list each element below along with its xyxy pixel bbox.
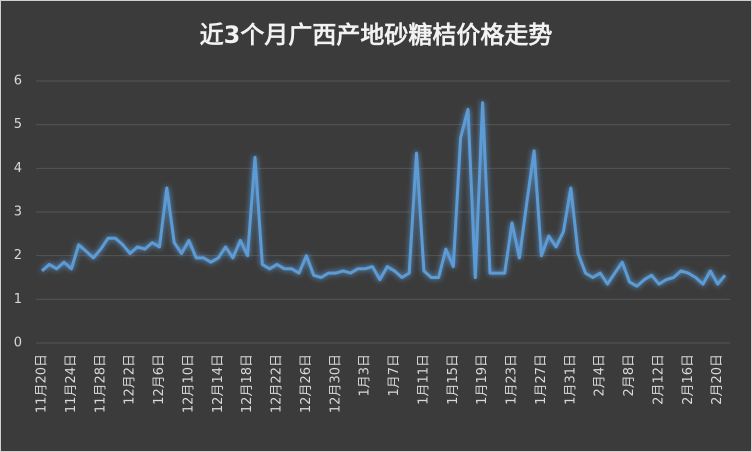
x-tick-label: 12月30日 (328, 354, 343, 413)
y-tick-label: 2 (14, 248, 22, 263)
x-tick-label: 12月22日 (270, 354, 285, 413)
x-tick-label: 1月31日 (563, 354, 578, 405)
price-line (41, 101, 727, 288)
x-tick-label: 12月18日 (240, 354, 255, 413)
x-tick-label: 1月19日 (475, 354, 490, 405)
x-tick-label: 11月28日 (93, 354, 108, 413)
x-tick-label: 11月20日 (35, 354, 50, 413)
x-tick-label: 12月14日 (211, 354, 226, 413)
x-tick-label: 12月2日 (123, 354, 138, 405)
y-tick-label: 6 (14, 74, 22, 89)
chart-title: 近3个月广西产地砂糖桔价格走势 (200, 21, 553, 49)
x-tick-label: 2月8日 (622, 354, 637, 397)
x-tick-label: 1月27日 (534, 354, 549, 405)
y-tick-label: 3 (14, 205, 22, 220)
y-tick-label: 5 (14, 117, 22, 132)
x-tick-label: 1月23日 (505, 354, 520, 405)
x-tick-label: 2月20日 (710, 354, 725, 405)
y-tick-label: 1 (14, 292, 22, 307)
x-tick-label: 12月26日 (299, 354, 314, 413)
x-tick-label: 2月12日 (651, 354, 666, 405)
x-tick-label: 1月7日 (387, 354, 402, 397)
x-tick-label: 1月3日 (358, 354, 373, 397)
x-tick-label: 2月4日 (593, 354, 608, 397)
x-tick-label: 12月10日 (181, 354, 196, 413)
x-tick-label: 12月6日 (152, 354, 167, 405)
x-tick-label: 11月24日 (64, 354, 79, 413)
x-tick-label: 1月11日 (416, 354, 431, 405)
y-tick-label: 0 (14, 336, 22, 351)
x-tick-label: 2月16日 (681, 354, 696, 405)
x-tick-label: 1月15日 (446, 354, 461, 405)
y-tick-label: 4 (14, 161, 22, 176)
